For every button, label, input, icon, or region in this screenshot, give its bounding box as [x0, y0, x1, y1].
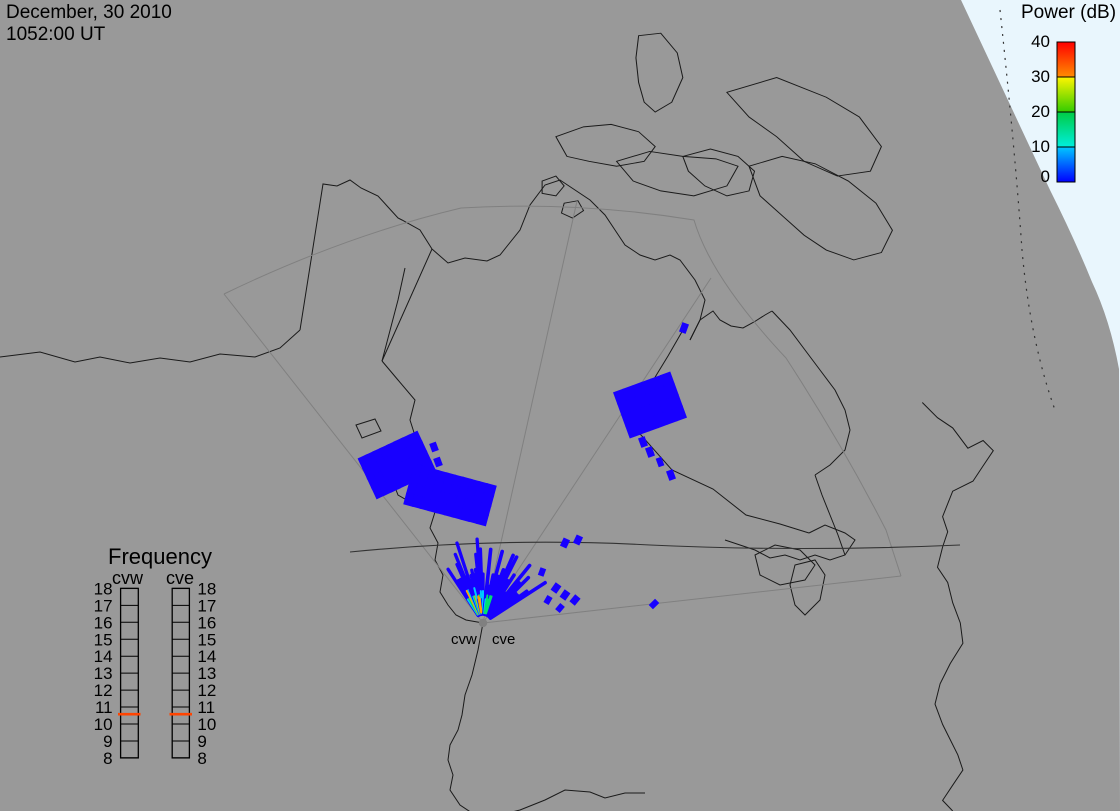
svg-text:0: 0 — [1041, 167, 1050, 186]
svg-text:20: 20 — [1031, 102, 1050, 121]
svg-text:10: 10 — [1031, 137, 1050, 156]
svg-text:40: 40 — [1031, 32, 1050, 51]
svg-text:30: 30 — [1031, 67, 1050, 86]
